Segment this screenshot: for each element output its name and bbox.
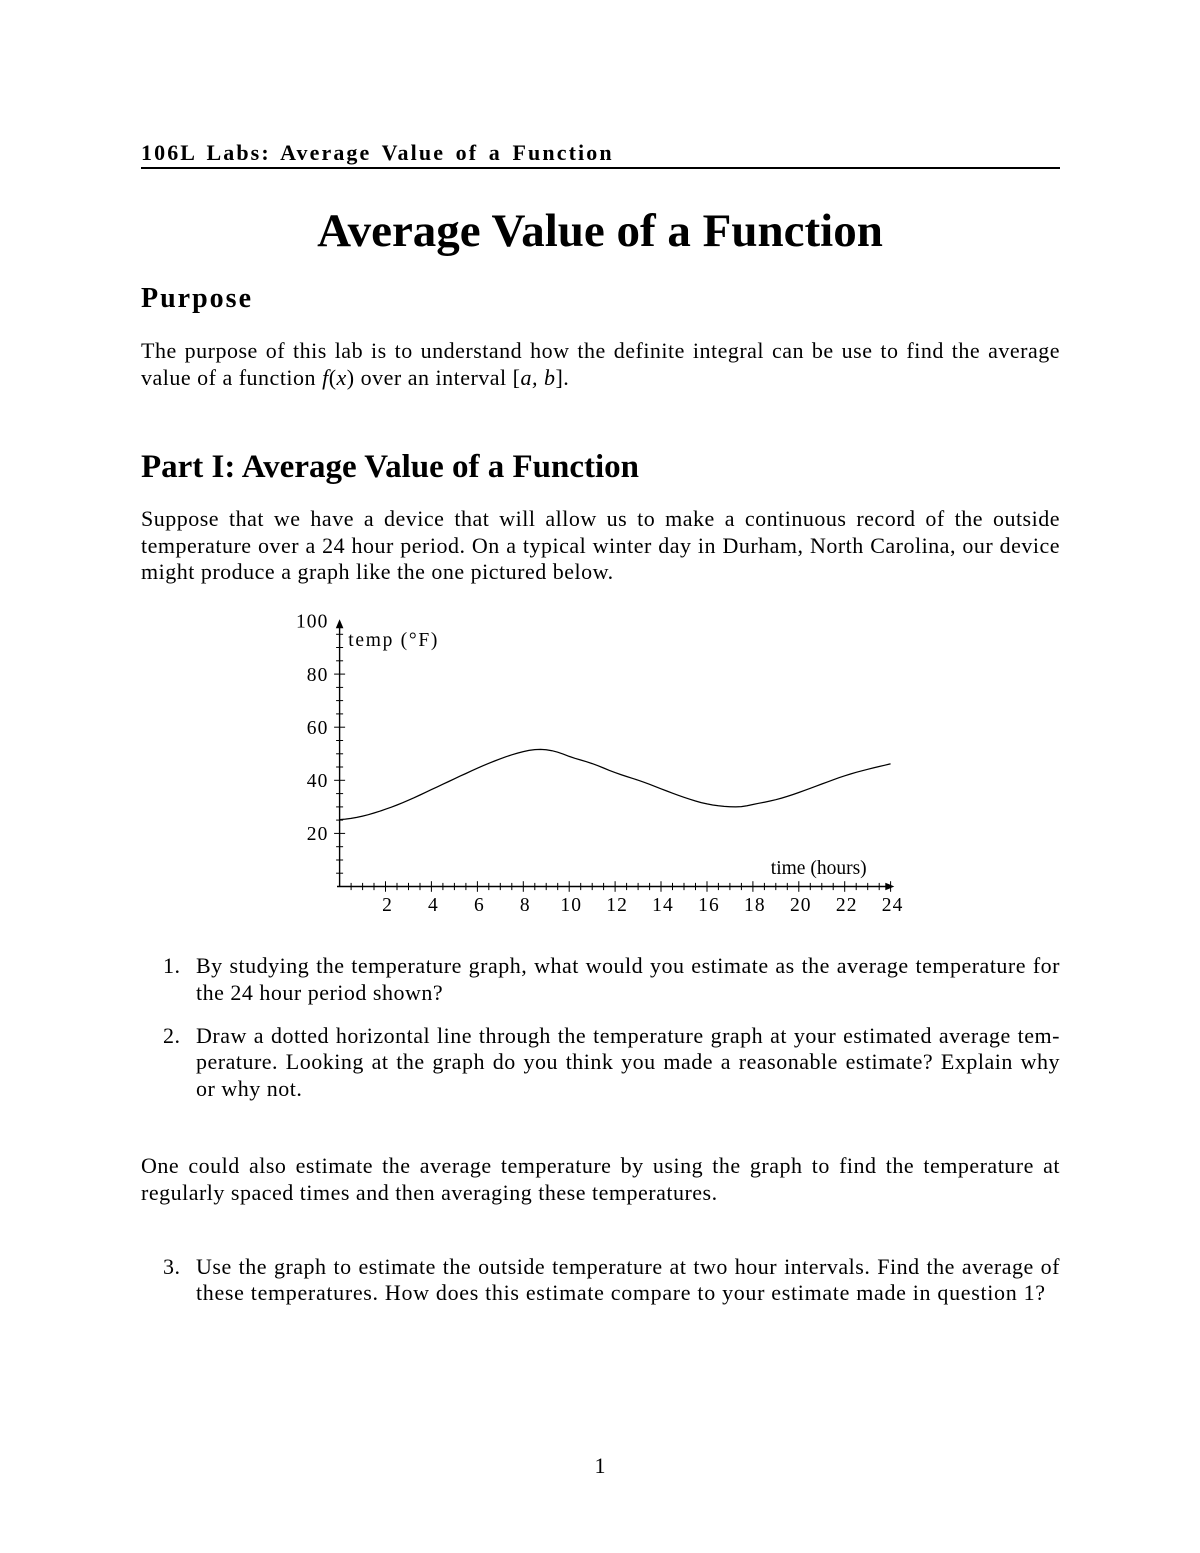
svg-text:16: 16 — [698, 895, 720, 916]
svg-text:time (hours): time (hours) — [771, 858, 867, 879]
svg-text:8: 8 — [520, 895, 531, 916]
svg-text:20: 20 — [307, 824, 329, 845]
svg-text:22: 22 — [836, 895, 858, 916]
svg-text:80: 80 — [307, 665, 329, 686]
svg-text:temp (°F): temp (°F) — [348, 630, 439, 651]
svg-text:20: 20 — [790, 895, 812, 916]
svg-text:18: 18 — [744, 895, 766, 916]
svg-text:2: 2 — [382, 895, 393, 916]
svg-text:12: 12 — [606, 895, 628, 916]
svg-text:4: 4 — [428, 895, 439, 916]
svg-text:10: 10 — [560, 895, 582, 916]
svg-text:60: 60 — [307, 718, 329, 739]
svg-text:24: 24 — [882, 895, 904, 916]
svg-text:100: 100 — [296, 612, 329, 633]
svg-text:40: 40 — [307, 771, 329, 792]
svg-text:14: 14 — [652, 895, 674, 916]
svg-text:6: 6 — [474, 895, 485, 916]
